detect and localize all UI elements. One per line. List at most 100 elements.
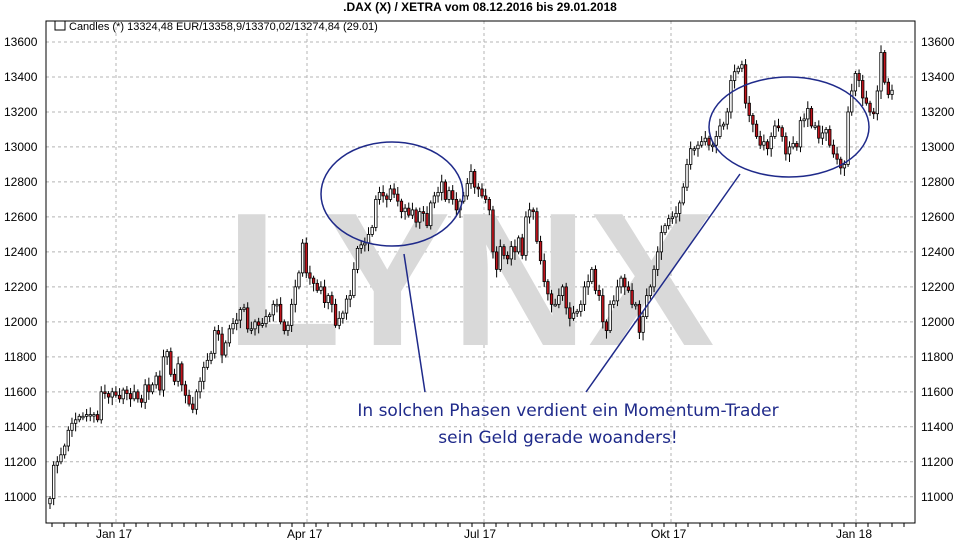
candle-body-up <box>875 90 880 115</box>
candle-body-up <box>714 136 718 146</box>
candle-body-up <box>271 303 275 316</box>
candle <box>392 183 396 199</box>
candle-body-up <box>586 281 590 288</box>
candle-body-up <box>689 148 693 165</box>
candle <box>205 353 210 370</box>
candle <box>868 100 872 116</box>
candle <box>516 235 521 255</box>
candle-body-up <box>634 303 638 307</box>
candle <box>169 347 173 377</box>
candle <box>176 356 180 387</box>
candle <box>538 235 543 265</box>
candle <box>136 389 140 403</box>
candle-body-down <box>864 97 869 104</box>
candle-body-down <box>531 209 535 213</box>
candle-body-down <box>451 190 455 200</box>
candle-body-up <box>703 137 707 143</box>
candle-body-down <box>183 384 188 396</box>
candle <box>579 300 583 317</box>
candle <box>487 196 491 216</box>
candle <box>278 297 283 325</box>
candle <box>165 349 169 365</box>
candle-body-down <box>315 282 319 291</box>
candle <box>289 298 294 332</box>
grid <box>46 21 915 523</box>
candle-body-up <box>732 71 737 81</box>
candle <box>95 410 100 423</box>
candle-body-up <box>235 319 239 324</box>
y-tick-label-left: 13200 <box>4 105 38 119</box>
candle <box>513 239 517 260</box>
candle <box>451 185 455 205</box>
candle-body-down <box>564 286 568 309</box>
candle-body-up <box>447 190 451 200</box>
y-tick-label-left: 11200 <box>4 455 37 469</box>
candle-body-up <box>300 242 305 274</box>
candle-body-up <box>293 286 297 305</box>
candle <box>619 275 623 294</box>
candle <box>608 300 612 334</box>
candle <box>641 311 645 341</box>
candle-body-up <box>516 237 521 253</box>
candle <box>780 125 784 142</box>
candle-body-down <box>538 240 543 262</box>
candle-body-up <box>725 111 729 125</box>
candle <box>828 125 832 148</box>
candle <box>699 136 704 148</box>
candle <box>623 274 627 295</box>
candle-body-up <box>663 225 667 234</box>
candle-body-up <box>81 415 85 419</box>
candle <box>447 186 451 204</box>
candle-body-down <box>322 286 327 304</box>
candle-body-up <box>850 90 854 113</box>
candle-body-down <box>114 391 118 396</box>
candle <box>440 174 444 201</box>
candle <box>773 120 777 139</box>
candle <box>443 179 448 202</box>
candle <box>407 202 411 218</box>
highlight-ellipse-2 <box>708 76 870 178</box>
candle-body-up <box>553 303 557 307</box>
candle <box>249 321 253 335</box>
candle <box>861 74 865 107</box>
y-tick-label-right: 12800 <box>921 175 955 189</box>
candle-body-up <box>388 188 393 200</box>
candle-body-down <box>505 254 510 260</box>
candle-body-down <box>483 195 488 200</box>
candle-body-down <box>776 125 781 129</box>
candle <box>421 206 426 222</box>
candle <box>656 246 660 277</box>
candle-body-up <box>176 363 180 382</box>
candle-body-up <box>77 415 81 421</box>
candle-body-up <box>718 125 722 137</box>
candle <box>630 283 634 309</box>
candle <box>253 319 257 336</box>
candle-body-up <box>418 211 422 223</box>
candle-body-up <box>509 246 513 260</box>
candle-body-down <box>95 414 100 421</box>
candle-body-up <box>48 498 52 505</box>
annotation-line-1: In solchen Phasen verdient ein Momentum-… <box>357 401 778 421</box>
candle <box>809 106 814 129</box>
candle-body-down <box>125 389 129 394</box>
candle <box>143 379 147 409</box>
candle-body-up <box>820 132 825 139</box>
candle-body-down <box>707 137 711 146</box>
candle-body-down <box>839 158 843 169</box>
candle-body-down <box>754 123 759 137</box>
candle-body-up <box>615 286 620 302</box>
candle <box>531 207 535 220</box>
candle <box>410 202 415 220</box>
candle-body-up <box>842 164 847 169</box>
candle <box>696 141 700 157</box>
candle-body-down <box>308 272 312 279</box>
candle-body-up <box>557 295 561 305</box>
candle-body-down <box>246 307 250 330</box>
candle-body-up <box>648 286 653 297</box>
candle-body-up <box>524 216 528 256</box>
candle <box>703 131 707 146</box>
candle <box>300 239 305 277</box>
candle <box>84 408 89 422</box>
candle-body-down <box>216 330 221 335</box>
candle <box>55 456 59 474</box>
